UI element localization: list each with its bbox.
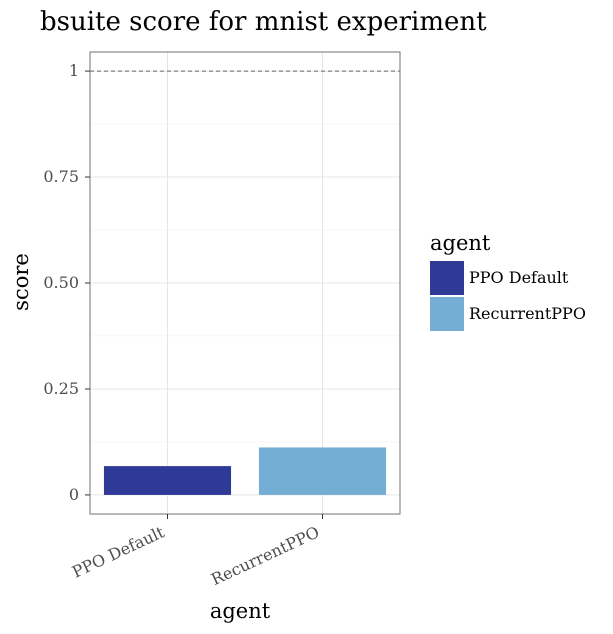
legend-label: PPO Default: [469, 268, 569, 287]
legend: agent PPO Default RecurrentPPO: [430, 231, 586, 331]
legend-key: [430, 297, 464, 331]
y-tick-label: 1: [69, 61, 79, 80]
y-tick-label: 0.75: [43, 167, 79, 186]
y-tick-label: 0: [69, 485, 79, 504]
y-axis: 0 0.25 0.50 0.75 1: [43, 61, 90, 504]
y-tick-label: 0.50: [43, 273, 79, 292]
plot-panel: [89, 51, 401, 515]
legend-key: [430, 261, 464, 295]
y-axis-title: score: [9, 253, 33, 311]
bar-recurrentppo: [258, 447, 387, 495]
x-tick-label: PPO Default: [69, 522, 168, 581]
legend-label: RecurrentPPO: [469, 304, 586, 323]
x-tick-label: RecurrentPPO: [208, 522, 322, 589]
x-axis: PPO Default RecurrentPPO: [69, 514, 323, 589]
bar-ppo-default: [103, 466, 232, 495]
x-axis-title: agent: [210, 599, 271, 623]
y-tick-label: 0.25: [43, 379, 79, 398]
chart-title: bsuite score for mnist experiment: [40, 7, 487, 37]
legend-title: agent: [430, 231, 491, 255]
